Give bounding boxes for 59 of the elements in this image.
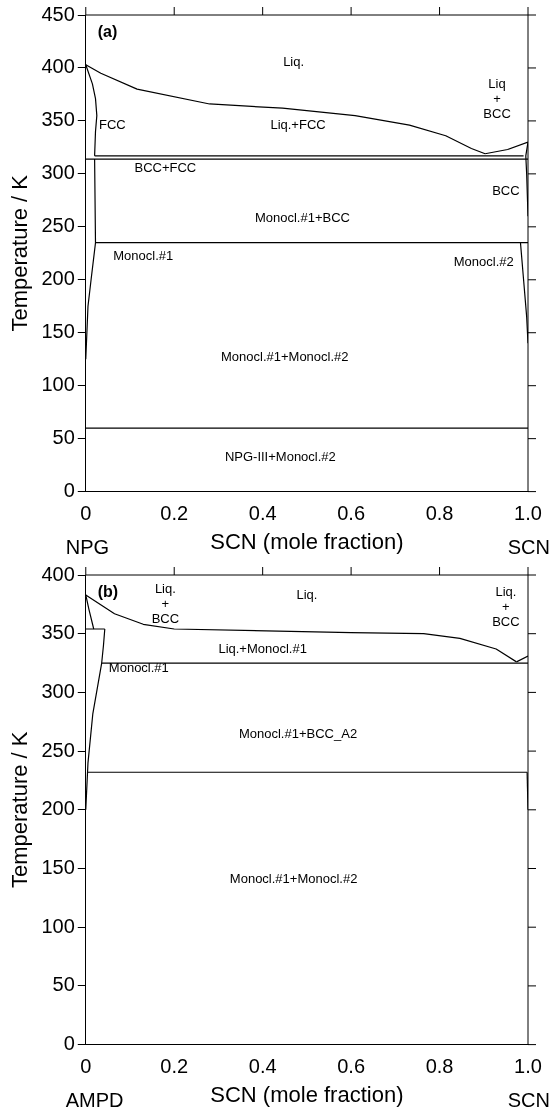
x-tick-label: 0 xyxy=(80,502,92,525)
x-tick-label: 0.4 xyxy=(248,1055,277,1078)
x-tick-label: 1.0 xyxy=(514,502,542,525)
y-tick-label: 0 xyxy=(63,1032,75,1055)
annotation: Monocl.#1+BCC_A2 xyxy=(238,726,358,742)
y-tick-label: 350 xyxy=(41,621,75,644)
x-axis-title: SCN (mole fraction) xyxy=(210,1081,404,1107)
y-tick-label: 0 xyxy=(63,479,75,502)
y-tick-label: 100 xyxy=(41,914,75,937)
y-tick-label: 300 xyxy=(41,679,75,702)
annotation: Liq. + BCC xyxy=(151,581,180,627)
y-tick-label: 100 xyxy=(41,373,75,396)
annotation: NPG-III+Monocl.#2 xyxy=(224,449,336,465)
y-tick-label: 150 xyxy=(41,320,75,343)
annotation: Liq.+FCC xyxy=(270,116,326,132)
text: (a) xyxy=(97,23,118,41)
text: AMPD xyxy=(65,1088,124,1111)
y-tick-label: 250 xyxy=(41,738,75,761)
annotation: Monocl.#1 xyxy=(108,660,169,676)
annotation: Liq.+Monocl.#1 xyxy=(218,640,307,656)
annotation: BCC+FCC xyxy=(134,160,197,176)
annotation: Liq + BCC xyxy=(483,76,511,122)
y-tick-label: 50 xyxy=(52,426,75,449)
y-tick-label: 200 xyxy=(41,797,75,820)
x-tick-label: 0.2 xyxy=(160,502,189,525)
x-tick-label: 0.4 xyxy=(248,502,277,525)
y-tick-label: 350 xyxy=(41,108,75,131)
x-tick-label: 1.0 xyxy=(514,1055,542,1078)
text: SCN xyxy=(507,535,550,558)
y-axis-title: Temperature / K xyxy=(7,174,33,332)
text: NPG xyxy=(65,535,110,558)
annotation: Monocl.#1+Monocl.#2 xyxy=(220,348,349,364)
x-tick-label: 0.6 xyxy=(337,1055,366,1078)
annotation: Liq. + BCC xyxy=(492,584,520,630)
y-tick-label: 250 xyxy=(41,214,75,237)
text: SCN xyxy=(507,1088,550,1111)
annotation: BCC xyxy=(492,183,520,199)
x-tick-label: 0.2 xyxy=(160,1055,189,1078)
y-tick-label: 300 xyxy=(41,161,75,184)
text: (b) xyxy=(97,583,119,601)
x-tick-label: 0 xyxy=(80,1055,92,1078)
y-axis-title: Temperature / K xyxy=(7,731,33,889)
x-axis-title: SCN (mole fraction) xyxy=(210,528,404,554)
y-tick-label: 400 xyxy=(41,562,75,585)
x-tick-label: 0.8 xyxy=(425,502,454,525)
annotation: Monocl.#1+BCC xyxy=(254,210,350,226)
y-tick-label: 450 xyxy=(41,2,75,25)
x-tick-label: 0.8 xyxy=(425,1055,454,1078)
annotation: Monocl.#1 xyxy=(113,248,174,264)
annotation: Monocl.#1+Monocl.#2 xyxy=(229,870,358,886)
x-tick-label: 0.6 xyxy=(337,502,366,525)
y-tick-label: 400 xyxy=(41,55,75,78)
annotation: FCC xyxy=(98,116,126,132)
annotation: Liq. xyxy=(283,54,305,70)
y-tick-label: 200 xyxy=(41,267,75,290)
y-tick-label: 50 xyxy=(52,973,75,996)
annotation: Monocl.#2 xyxy=(453,254,514,270)
annotation: Liq. xyxy=(296,586,318,602)
y-tick-label: 150 xyxy=(41,856,75,879)
